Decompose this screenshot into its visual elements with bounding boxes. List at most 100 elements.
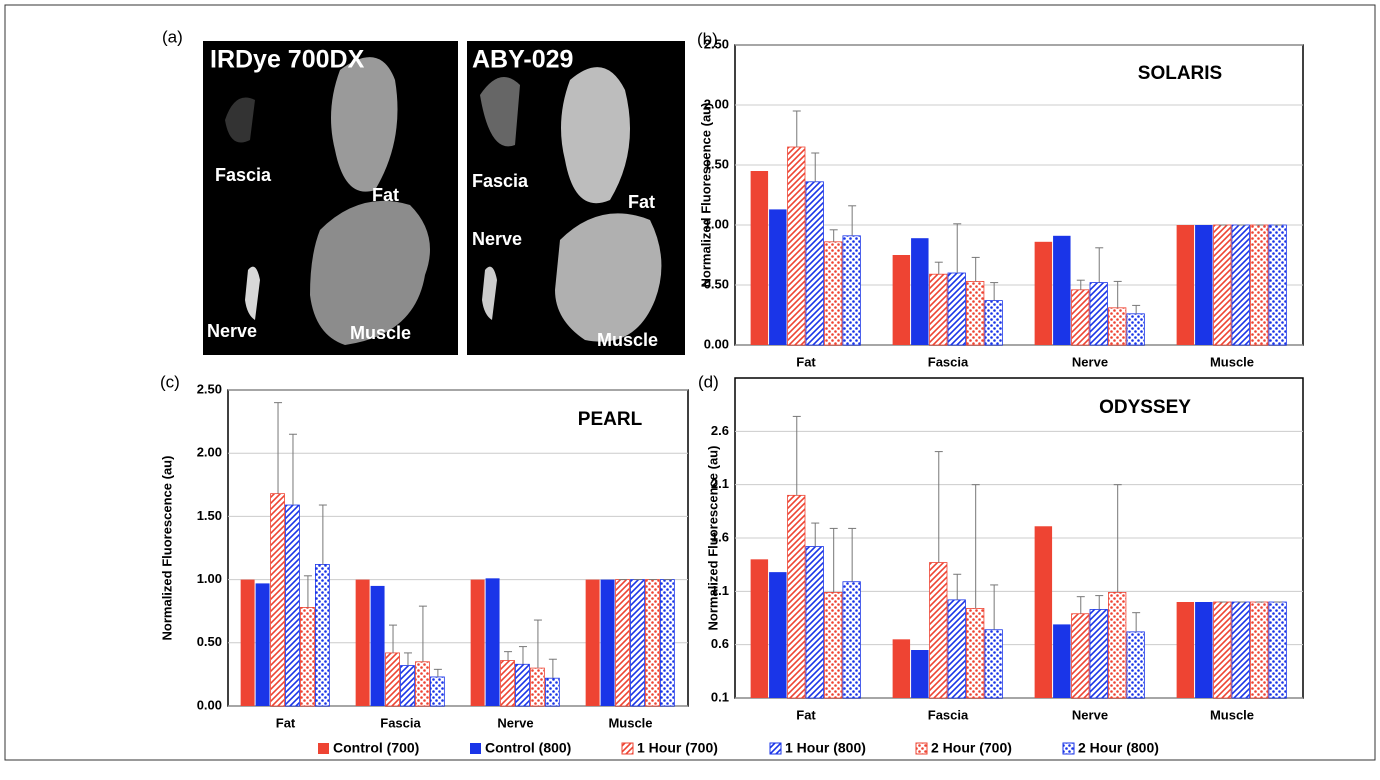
error-bar <box>935 452 943 563</box>
image-label: Fascia <box>472 171 529 191</box>
error-bar <box>274 403 282 494</box>
bar <box>824 242 841 345</box>
error-bar <box>848 206 856 236</box>
bar <box>286 505 300 706</box>
bar <box>516 664 530 706</box>
bar <box>386 653 400 706</box>
legend-label: 1 Hour (700) <box>637 740 718 756</box>
error-bar <box>811 523 819 546</box>
image-label: Muscle <box>597 330 658 350</box>
error-bar <box>1132 305 1140 313</box>
bar <box>893 639 910 698</box>
bar <box>1250 225 1267 345</box>
image-title: ABY-029 <box>472 46 573 74</box>
y-axis-label: Normalized Fluorescence (au) <box>705 446 720 631</box>
x-tick-label: Nerve <box>497 715 533 730</box>
panel-label: (a) <box>162 27 183 46</box>
error-bar <box>830 230 838 242</box>
bar <box>948 600 965 698</box>
bar <box>806 547 823 698</box>
bar <box>966 281 983 345</box>
error-bar <box>972 257 980 281</box>
error-bar <box>404 653 412 666</box>
x-tick-label: Fascia <box>928 707 969 722</box>
bar <box>788 495 805 698</box>
y-tick-label: 0.50 <box>197 634 222 649</box>
error-bar <box>811 153 819 182</box>
error-bar <box>935 262 943 274</box>
legend-swatch <box>1063 743 1074 754</box>
error-bar <box>793 111 801 147</box>
bar <box>1090 609 1107 698</box>
legend-swatch <box>770 743 781 754</box>
x-tick-label: Fat <box>276 715 296 730</box>
bar <box>843 582 860 698</box>
bar <box>948 273 965 345</box>
bar <box>415 662 429 706</box>
bar <box>1108 592 1125 698</box>
bar <box>769 209 786 345</box>
y-tick-label: 1.50 <box>197 508 222 523</box>
error-bar <box>519 647 527 665</box>
error-bar <box>304 576 312 608</box>
legend-swatch <box>470 743 481 754</box>
bar <box>1214 225 1231 345</box>
y-tick-label: 2.50 <box>197 381 222 396</box>
error-bar <box>1114 485 1122 593</box>
chart-title: SOLARIS <box>1138 63 1222 84</box>
bar <box>911 650 928 698</box>
bar <box>501 660 515 706</box>
y-tick-label: 2.00 <box>197 445 222 460</box>
bar <box>930 563 947 698</box>
x-tick-label: Fascia <box>928 354 969 369</box>
bar <box>769 572 786 698</box>
bar <box>824 592 841 698</box>
bar <box>1232 602 1249 698</box>
y-tick-label: 1.00 <box>197 571 222 586</box>
bar <box>1053 624 1070 698</box>
bar <box>545 678 559 706</box>
image-label: Nerve <box>207 321 257 341</box>
bar <box>300 607 314 706</box>
y-tick-label: 0.6 <box>711 636 729 651</box>
bar <box>1072 290 1089 345</box>
y-axis-label: Normalized Fluorescence (au) <box>159 456 174 641</box>
bar <box>1232 225 1249 345</box>
x-tick-label: Muscle <box>1210 707 1254 722</box>
image-label: Fat <box>372 185 399 205</box>
bar <box>616 580 630 706</box>
legend-swatch <box>318 743 329 754</box>
panel-label: (d) <box>698 372 719 391</box>
x-tick-label: Fat <box>796 354 816 369</box>
error-bar <box>1077 597 1085 614</box>
panel-label: (b) <box>697 29 718 48</box>
x-tick-label: Muscle <box>608 715 652 730</box>
bar <box>806 182 823 345</box>
bar <box>471 580 485 706</box>
bar <box>751 171 768 345</box>
error-bar <box>319 505 327 564</box>
bar <box>530 668 544 706</box>
y-tick-label: 2.6 <box>711 423 729 438</box>
x-tick-label: Nerve <box>1072 707 1108 722</box>
bar <box>356 580 370 706</box>
legend-label: 1 Hour (800) <box>785 740 866 756</box>
bar <box>1269 225 1286 345</box>
bar <box>1269 602 1286 698</box>
x-tick-label: Nerve <box>1072 354 1108 369</box>
error-bar <box>504 652 512 661</box>
bar <box>788 147 805 345</box>
bar <box>1250 602 1267 698</box>
error-bar <box>953 574 961 600</box>
chart-title: PEARL <box>578 409 643 430</box>
error-bar <box>1095 596 1103 610</box>
bar <box>985 301 1002 345</box>
error-bar <box>953 224 961 273</box>
bar <box>985 630 1002 698</box>
bar <box>1053 236 1070 345</box>
bar <box>586 580 600 706</box>
bar <box>1127 314 1144 345</box>
bar <box>271 494 285 706</box>
bar <box>1177 602 1194 698</box>
bar <box>751 559 768 698</box>
